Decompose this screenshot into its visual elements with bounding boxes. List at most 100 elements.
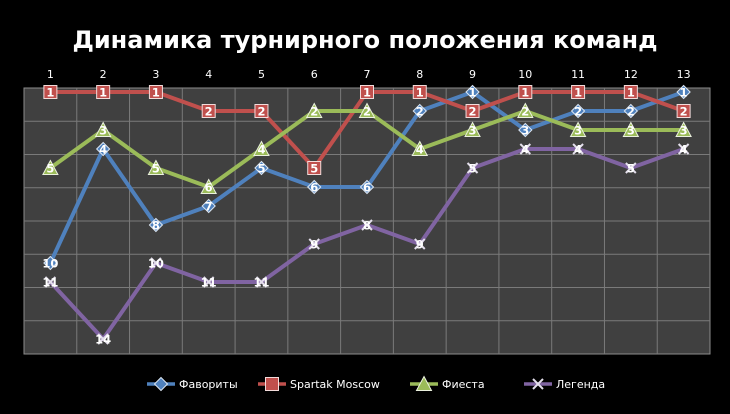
series-1-point xyxy=(623,85,638,99)
series-1-point xyxy=(43,85,58,99)
series-1-data-label: 1 xyxy=(363,86,371,100)
x-tick-label: 4 xyxy=(205,68,212,81)
legend-marker xyxy=(153,376,169,392)
series-1-point xyxy=(254,104,269,118)
x-tick-label: 6 xyxy=(311,68,318,81)
series-1-point xyxy=(676,104,691,118)
x-tick-label: 7 xyxy=(364,68,371,81)
series-3-data-label: 5 xyxy=(627,162,635,176)
series-2-data-label: 4 xyxy=(416,143,424,157)
legend-marker xyxy=(265,377,279,391)
series-3-data-label: 11 xyxy=(42,276,58,290)
series-2-point xyxy=(464,121,481,137)
series-3-point xyxy=(202,276,215,288)
legend-label: Фавориты xyxy=(179,378,238,391)
x-tick-label: 8 xyxy=(416,68,423,81)
series-2-data-label: 5 xyxy=(152,162,160,176)
series-0-point xyxy=(148,217,164,233)
legend-item: Фиеста xyxy=(410,375,485,391)
legend-marker xyxy=(532,378,544,390)
series-2-point xyxy=(200,178,218,194)
series-1-data-label: 1 xyxy=(46,86,54,100)
series-1-data-label: 2 xyxy=(680,105,688,119)
chart-title: Динамика турнирного положения команд xyxy=(72,26,657,54)
series-3-data-label: 9 xyxy=(416,238,424,252)
series-0-data-label: 1 xyxy=(680,86,688,100)
series-1-point xyxy=(201,104,216,118)
series-0-point xyxy=(518,122,533,138)
series-2-point xyxy=(622,121,640,137)
series-0-point xyxy=(623,103,639,119)
series-1-data-label: 1 xyxy=(627,86,635,100)
series-3-point xyxy=(361,219,373,231)
series-0-data-label: 10 xyxy=(42,257,58,271)
series-0-point xyxy=(201,198,216,214)
x-tick-label: 2 xyxy=(100,68,107,81)
series-3-data-label: 11 xyxy=(201,276,217,290)
series-3-point xyxy=(44,276,57,288)
series-1-point xyxy=(465,104,480,118)
series-0-point xyxy=(676,84,691,100)
legend-item: Фавориты xyxy=(147,376,238,392)
series-3-data-label: 4 xyxy=(521,143,529,157)
series-3-point xyxy=(97,333,109,345)
series-3-point xyxy=(572,143,584,155)
series-0-data-label: 7 xyxy=(205,200,213,214)
series-0-point xyxy=(307,179,322,195)
series-1-data-label: 5 xyxy=(310,162,318,176)
legend: Фавориты Spartak Moscow Фиеста Легенда xyxy=(147,375,605,392)
series-2-data-label: 2 xyxy=(363,105,371,119)
series-0-data-label: 2 xyxy=(627,105,635,119)
legend-label: Spartak Moscow xyxy=(290,378,380,391)
series-0-data-label: 5 xyxy=(257,162,265,176)
series-2-point xyxy=(411,140,429,156)
series-2-point xyxy=(94,121,112,137)
x-tick-label: 5 xyxy=(258,68,265,81)
series-2-data-label: 3 xyxy=(99,124,107,138)
series-0-point xyxy=(465,84,480,100)
series-2-point xyxy=(147,159,165,175)
series-0-point xyxy=(95,141,111,157)
series-2-data-label: 2 xyxy=(310,105,318,119)
series-2-point xyxy=(516,102,534,118)
series-1-point xyxy=(412,85,427,99)
x-tick-label: 1 xyxy=(47,68,54,81)
series-3-data-label: 8 xyxy=(363,219,371,233)
series-2-point xyxy=(305,102,323,118)
series-1-point xyxy=(96,85,111,99)
series-2-data-label: 3 xyxy=(574,124,582,138)
series-3-data-label: 14 xyxy=(95,333,111,347)
series-1-point xyxy=(307,161,322,175)
series-3-point xyxy=(150,257,162,269)
series-0-data-label: 1 xyxy=(469,86,477,100)
series-0-point xyxy=(254,160,269,176)
legend-marker xyxy=(415,375,433,391)
series-0-point xyxy=(412,103,427,119)
series-3-point xyxy=(255,276,268,288)
series-2-data-label: 5 xyxy=(46,162,54,176)
series-2-data-label: 4 xyxy=(257,143,265,157)
series-2-point xyxy=(253,140,270,156)
series-2-data-label: 2 xyxy=(521,105,529,119)
series-1-data-label: 1 xyxy=(152,86,160,100)
series-0-data-label: 6 xyxy=(363,181,371,195)
series-0-point xyxy=(359,179,375,195)
x-tick-label: 13 xyxy=(677,68,691,81)
series-0-point xyxy=(43,255,58,271)
series-2-point xyxy=(42,159,59,175)
series-3-data-label: 9 xyxy=(310,238,318,252)
legend-label: Легенда xyxy=(556,378,605,391)
series-3-data-label: 5 xyxy=(469,162,477,176)
series-0-data-label: 4 xyxy=(99,143,107,157)
series-3-data-label: 10 xyxy=(148,257,164,271)
legend-label: Фиеста xyxy=(442,378,485,391)
series-2-point xyxy=(358,102,376,118)
series-2-data-label: 6 xyxy=(205,181,213,195)
series-2-data-label: 3 xyxy=(627,124,635,138)
series-0-data-label: 8 xyxy=(152,219,160,233)
series-1-data-label: 1 xyxy=(416,86,424,100)
series-1-point xyxy=(518,85,533,99)
series-1-data-label: 1 xyxy=(521,86,529,100)
series-1-point xyxy=(571,85,586,99)
